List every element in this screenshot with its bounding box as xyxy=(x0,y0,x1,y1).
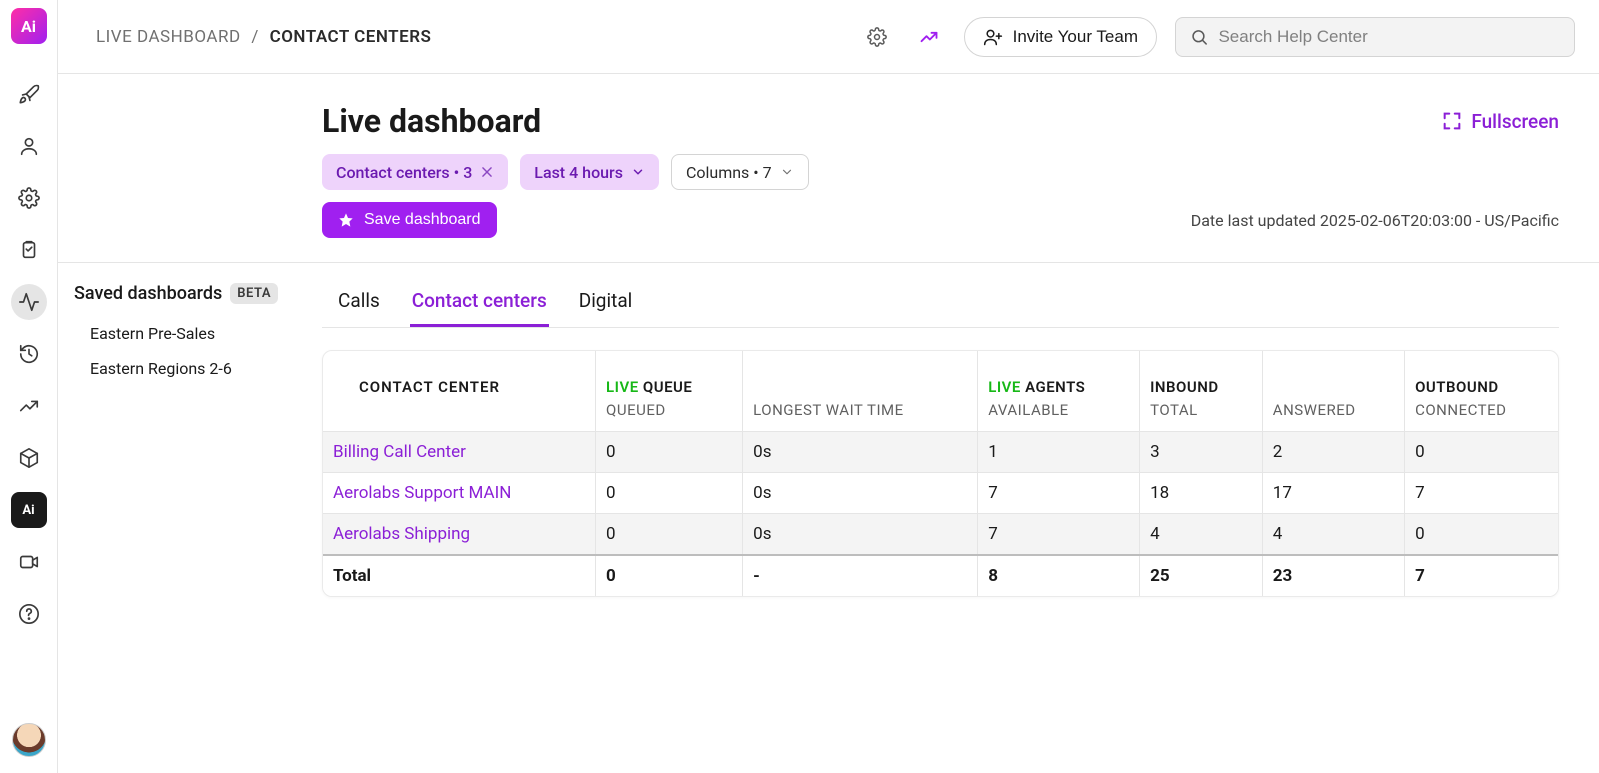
star-icon xyxy=(338,212,354,228)
fullscreen-button[interactable]: Fullscreen xyxy=(1441,110,1559,133)
column-header: LIVE QUEUEQUEUED xyxy=(596,351,743,432)
fullscreen-icon xyxy=(1441,110,1463,132)
contact-centers-table: CONTACT CENTERLIVE QUEUEQUEUED LONGEST W… xyxy=(323,351,1558,596)
tab[interactable]: Calls xyxy=(336,281,382,327)
rail-user-icon[interactable] xyxy=(11,128,47,164)
filter-time-chip[interactable]: Last 4 hours xyxy=(520,154,659,190)
contact-centers-table-card: CONTACT CENTERLIVE QUEUEQUEUED LONGEST W… xyxy=(322,350,1559,597)
beta-badge: BETA xyxy=(230,283,278,304)
trend-accent-icon[interactable] xyxy=(912,20,946,54)
save-dashboard-button[interactable]: Save dashboard xyxy=(322,202,497,238)
settings-icon[interactable] xyxy=(860,20,894,54)
last-updated-text: Date last updated 2025-02-06T20:03:00 - … xyxy=(1191,211,1559,230)
close-icon[interactable] xyxy=(480,165,494,179)
filter-contact-centers-chip[interactable]: Contact centers • 3 xyxy=(322,154,508,190)
tab[interactable]: Contact centers xyxy=(410,281,549,327)
column-header: LIVE AGENTSAVAILABLE xyxy=(978,351,1140,432)
contact-center-link[interactable]: Billing Call Center xyxy=(323,432,596,473)
user-plus-icon xyxy=(983,27,1003,47)
columns-chip[interactable]: Columns • 7 xyxy=(671,154,809,190)
contact-center-link[interactable]: Aerolabs Support MAIN xyxy=(323,473,596,514)
contact-center-link[interactable]: Aerolabs Shipping xyxy=(323,514,596,556)
sidebar-title: Saved dashboards xyxy=(74,283,222,304)
saved-dashboards-sidebar: Saved dashboards BETA Eastern Pre-SalesE… xyxy=(58,263,322,773)
sidebar-item[interactable]: Eastern Regions 2-6 xyxy=(74,351,306,386)
page-title: Live dashboard xyxy=(322,102,541,140)
table-row: Aerolabs Support MAIN00s718177 xyxy=(323,473,1558,514)
rail-gear-icon[interactable] xyxy=(11,180,47,216)
invite-team-label: Invite Your Team xyxy=(1013,27,1138,47)
sidebar-item[interactable]: Eastern Pre-Sales xyxy=(74,316,306,351)
column-header: INBOUNDTOTAL xyxy=(1140,351,1263,432)
rail-clipboard-icon[interactable] xyxy=(11,232,47,268)
chevron-down-icon xyxy=(780,165,794,179)
column-header: LONGEST WAIT TIME xyxy=(743,351,978,432)
user-avatar[interactable] xyxy=(12,723,46,757)
topbar: LIVE DASHBOARD / CONTACT CENTERS Invite … xyxy=(58,0,1599,74)
tabs: Calls Contact centers Digital xyxy=(322,281,1559,328)
rail-cube-icon[interactable] xyxy=(11,440,47,476)
column-header: CONTACT CENTER xyxy=(323,351,596,432)
table-row: Billing Call Center00s1320 xyxy=(323,432,1558,473)
rail-help-icon[interactable] xyxy=(11,596,47,632)
breadcrumb-current: CONTACT CENTERS xyxy=(270,27,432,47)
chevron-down-icon xyxy=(631,165,645,179)
invite-team-button[interactable]: Invite Your Team xyxy=(964,17,1157,57)
column-header: OUTBOUNDCONNECTED xyxy=(1405,351,1558,432)
search-box[interactable] xyxy=(1175,17,1575,57)
rail-video-icon[interactable] xyxy=(11,544,47,580)
rail-history-icon[interactable] xyxy=(11,336,47,372)
column-header: ANSWERED xyxy=(1262,351,1404,432)
rail-trend-icon[interactable] xyxy=(11,388,47,424)
table-row: Aerolabs Shipping00s7440 xyxy=(323,514,1558,556)
nav-rail: Ai Ai xyxy=(0,0,58,773)
tab[interactable]: Digital xyxy=(577,281,635,327)
table-totals-row: Total0-825237 xyxy=(323,555,1558,596)
rail-rocket-icon[interactable] xyxy=(11,76,47,112)
dashboard-header: Live dashboard Fullscreen Contact center… xyxy=(58,74,1599,263)
breadcrumb-parent[interactable]: LIVE DASHBOARD xyxy=(96,27,241,47)
rail-ai-icon[interactable]: Ai xyxy=(11,492,47,528)
rail-activity-icon[interactable] xyxy=(11,284,47,320)
search-input[interactable] xyxy=(1218,27,1560,47)
breadcrumb: LIVE DASHBOARD / CONTACT CENTERS xyxy=(96,27,431,47)
search-icon xyxy=(1190,27,1208,47)
app-logo[interactable]: Ai xyxy=(11,8,47,44)
